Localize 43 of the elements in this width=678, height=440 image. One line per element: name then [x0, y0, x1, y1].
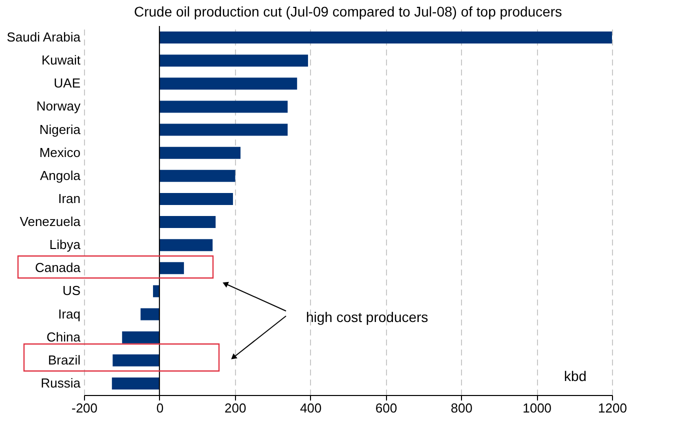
- bar: [159, 192, 233, 205]
- x-tick-label: 1200: [598, 400, 627, 416]
- y-tick-label: Brazil: [48, 352, 81, 368]
- bar: [140, 308, 160, 320]
- y-tick-label: UAE: [54, 76, 81, 91]
- y-tick-label: Russia: [40, 375, 82, 390]
- bar: [159, 54, 308, 67]
- y-tick-label: China: [46, 329, 82, 344]
- y-tick-label: Iraq: [58, 306, 80, 322]
- bar: [122, 331, 160, 344]
- y-tick-label: Nigeria: [39, 122, 82, 137]
- annotation: kbd: [564, 368, 587, 384]
- y-tick-label: Libya: [49, 237, 82, 252]
- bar: [159, 100, 288, 113]
- annotation: high cost producers: [306, 309, 428, 325]
- bar: [159, 78, 298, 90]
- bar: [112, 354, 160, 366]
- y-tick-label: US: [62, 283, 81, 298]
- bar: [153, 285, 160, 298]
- y-tick-label: Canada: [34, 260, 82, 276]
- x-tick-label: -200: [71, 400, 98, 416]
- y-tick-label: Iran: [58, 190, 80, 206]
- x-tick-label: 0: [156, 400, 164, 416]
- bar: [159, 170, 236, 182]
- bar: [159, 262, 184, 274]
- bar: [159, 124, 288, 136]
- bar: [159, 146, 241, 159]
- y-tick-label: Venezuela: [20, 214, 82, 230]
- bar: [159, 239, 213, 252]
- x-tick-label: 600: [375, 400, 398, 416]
- bar: [112, 377, 160, 390]
- y-tick-label: Mexico: [39, 144, 80, 160]
- y-tick-label: Angola: [40, 168, 82, 183]
- bar: [159, 216, 216, 228]
- x-tick-label: 1000: [522, 400, 552, 416]
- x-tick-label: 400: [300, 400, 322, 416]
- bar: [159, 32, 612, 44]
- x-tick-label: 800: [450, 400, 472, 416]
- y-tick-label: Norway: [36, 98, 81, 114]
- y-tick-label: Kuwait: [41, 52, 81, 68]
- chart-title: Crude oil production cut (Jul-09 compared to Jul-08) of top producers: [134, 4, 562, 20]
- x-tick-label: 200: [224, 400, 246, 416]
- y-tick-label: Saudi Arabia: [6, 30, 82, 45]
